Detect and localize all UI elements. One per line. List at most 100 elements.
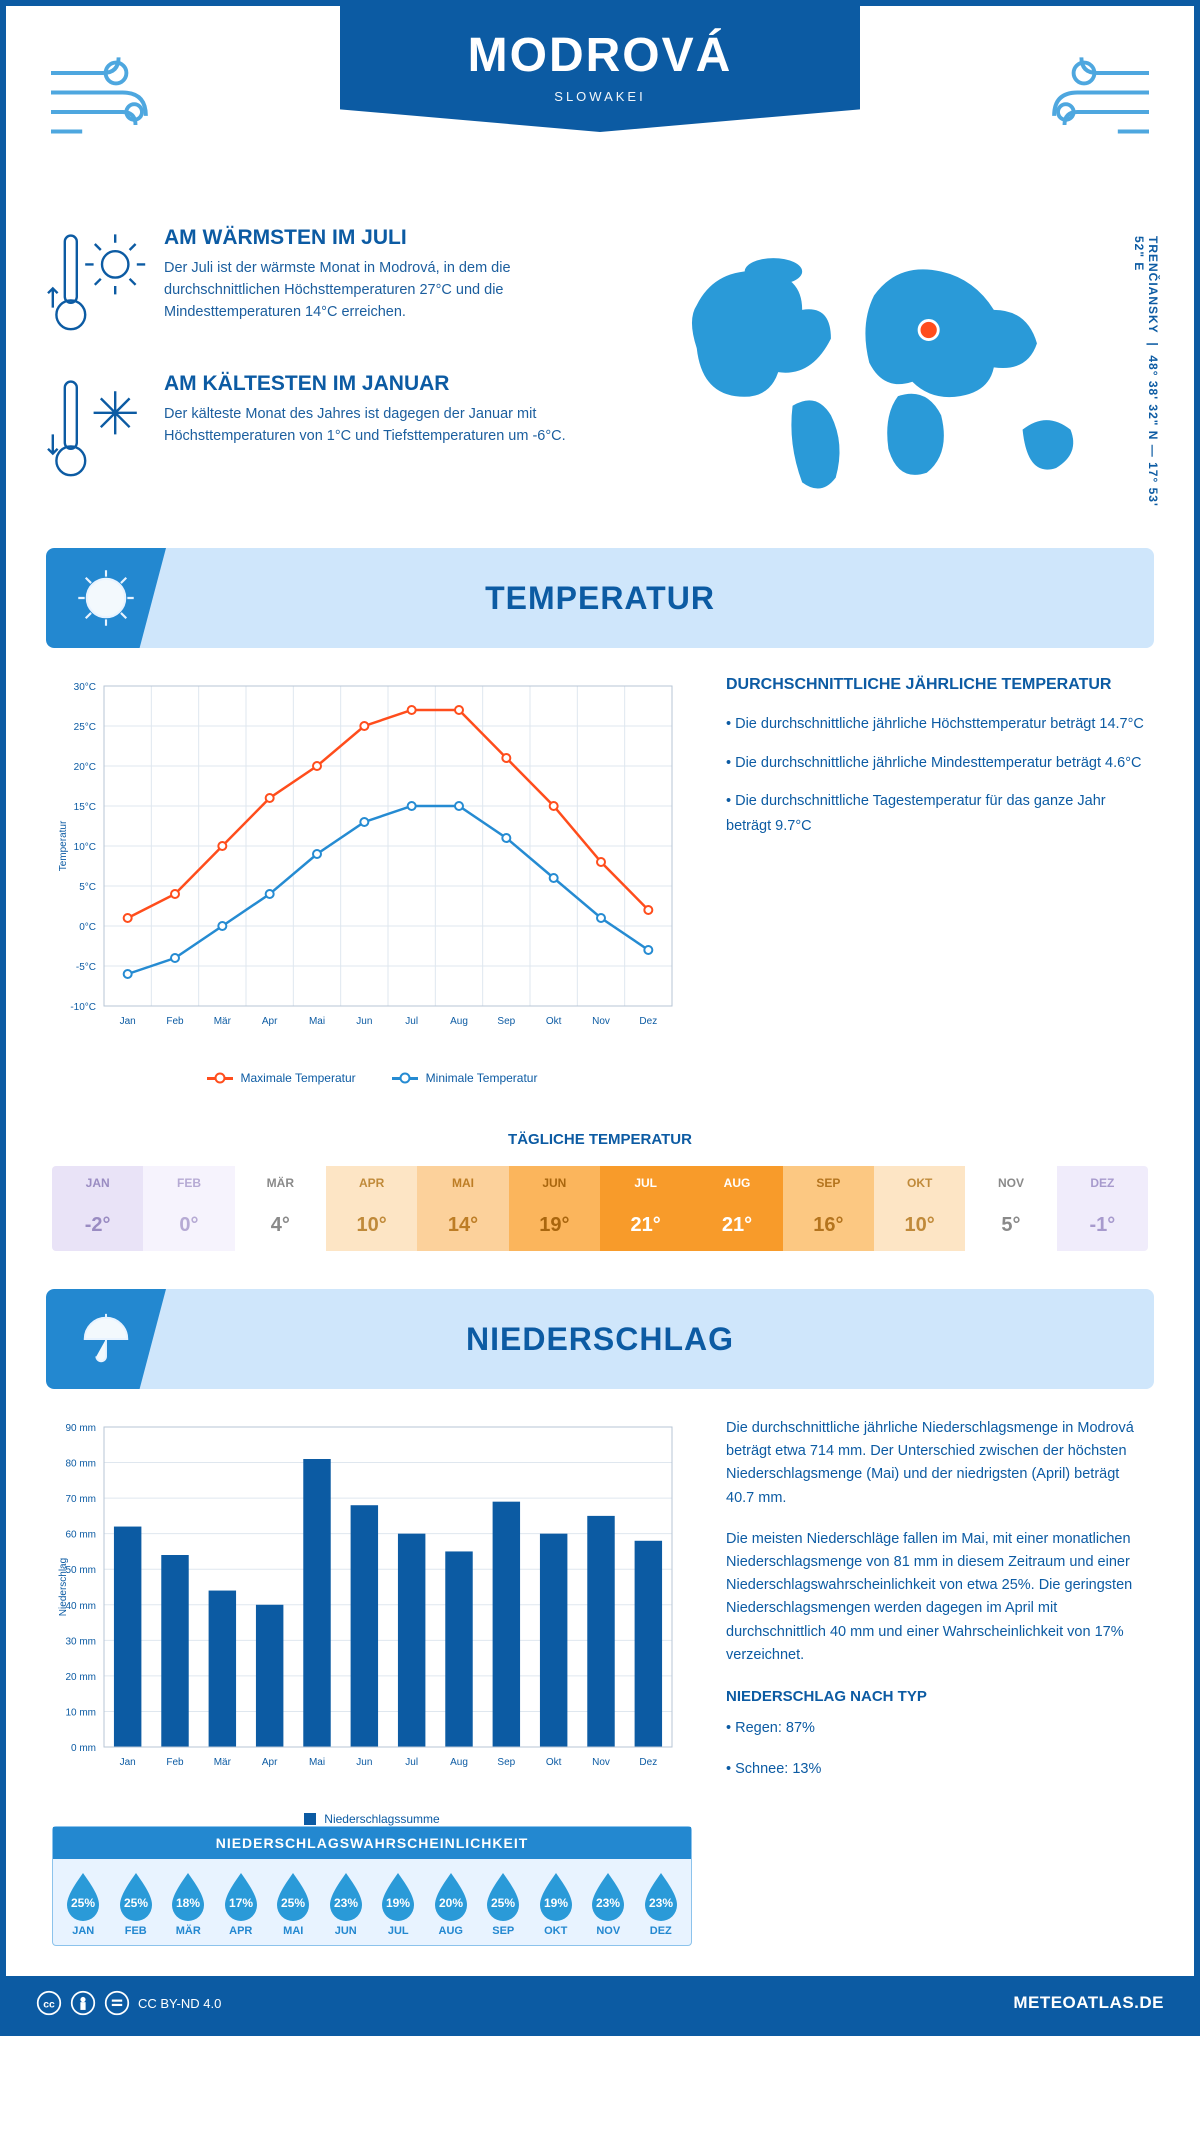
prob-drop: 23% DEZ	[635, 1869, 688, 1937]
svg-text:25%: 25%	[124, 1896, 148, 1910]
page: MODROVÁ SLOWAKEI AM WÄRMSTEN IM JULI	[0, 0, 1200, 2036]
precip-legend: Niederschlagssumme	[52, 1812, 692, 1826]
svg-text:25%: 25%	[491, 1896, 515, 1910]
precip-body: 0 mm10 mm20 mm30 mm40 mm50 mm60 mm70 mm8…	[6, 1417, 1194, 1826]
temperature-summary: DURCHSCHNITTLICHE JÄHRLICHE TEMPERATUR •…	[726, 676, 1148, 1085]
thermometer-snow-icon	[46, 372, 146, 492]
daily-value: 16°	[783, 1200, 874, 1251]
daily-value: 4°	[235, 1200, 326, 1251]
svg-text:18%: 18%	[176, 1896, 200, 1910]
precip-heading: NIEDERSCHLAG	[46, 1289, 1154, 1389]
daily-heading: TÄGLICHE TEMPERATUR	[6, 1131, 1194, 1148]
svg-text:-10°C: -10°C	[70, 1002, 96, 1013]
prob-drop: 19% JUL	[372, 1869, 425, 1937]
cold-block: AM KÄLTESTEN IM JANUAR Der kälteste Mona…	[46, 372, 622, 492]
svg-text:23%: 23%	[334, 1896, 358, 1910]
svg-text:Mai: Mai	[309, 1016, 325, 1027]
svg-text:Sep: Sep	[497, 1757, 515, 1768]
daily-value: -1°	[1057, 1200, 1148, 1251]
svg-text:Sep: Sep	[497, 1016, 515, 1027]
prob-heading: NIEDERSCHLAGSWAHRSCHEINLICHKEIT	[53, 1827, 691, 1859]
intro-text-col: AM WÄRMSTEN IM JULI Der Juli ist der wär…	[46, 226, 622, 518]
city-title: MODROVÁ	[340, 28, 860, 83]
svg-text:Niederschlag: Niederschlag	[58, 1558, 69, 1616]
temperature-heading: TEMPERATUR	[46, 548, 1154, 648]
prob-drop: 17% APR	[215, 1869, 268, 1937]
daily-month: AUG	[691, 1166, 782, 1200]
license-text: CC BY-ND 4.0	[138, 1996, 221, 2011]
daily-month: JUN	[509, 1166, 600, 1200]
svg-text:Dez: Dez	[639, 1016, 657, 1027]
temperature-body: -10°C-5°C0°C5°C10°C15°C20°C25°C30°CJanFe…	[6, 676, 1194, 1115]
svg-text:Feb: Feb	[166, 1016, 184, 1027]
intro-section: AM WÄRMSTEN IM JULI Der Juli ist der wär…	[6, 216, 1194, 548]
precip-p1: Die durchschnittliche jährliche Niedersc…	[726, 1417, 1148, 1510]
daily-value: 21°	[691, 1200, 782, 1251]
svg-text:0 mm: 0 mm	[71, 1743, 96, 1754]
daily-month: JUL	[600, 1166, 691, 1200]
daily-value: 14°	[417, 1200, 508, 1251]
daily-month: DEZ	[1057, 1166, 1148, 1200]
svg-text:Dez: Dez	[639, 1757, 657, 1768]
prob-drop: 18% MÄR	[162, 1869, 215, 1937]
cold-text: Der kälteste Monat des Jahres ist dagege…	[164, 404, 584, 448]
warm-text: Der Juli ist der wärmste Monat in Modrov…	[164, 258, 584, 323]
svg-text:10 mm: 10 mm	[65, 1707, 96, 1718]
nd-icon	[104, 1990, 130, 2016]
map-col: TRENČIANSKY | 48° 38' 32" N — 17° 53' 52…	[642, 226, 1154, 518]
svg-text:50 mm: 50 mm	[65, 1565, 96, 1576]
svg-text:25°C: 25°C	[74, 722, 96, 733]
svg-text:0°C: 0°C	[79, 922, 96, 933]
temp-summary-heading: DURCHSCHNITTLICHE JÄHRLICHE TEMPERATUR	[726, 676, 1148, 694]
temperature-title: TEMPERATUR	[485, 580, 715, 617]
daily-month: JAN	[52, 1166, 143, 1200]
wind-icon	[38, 34, 168, 164]
prob-drop: 19% OKT	[530, 1869, 583, 1937]
license: cc CC BY-ND 4.0	[36, 1990, 221, 2016]
svg-text:30°C: 30°C	[74, 682, 96, 693]
daily-value: 0°	[143, 1200, 234, 1251]
svg-text:Jun: Jun	[356, 1016, 372, 1027]
svg-text:23%: 23%	[596, 1896, 620, 1910]
prob-drop: 25% MAI	[267, 1869, 320, 1937]
location-marker	[919, 320, 938, 339]
precip-rain: • Regen: 87%	[726, 1717, 1148, 1740]
temperature-legend: Maximale Temperatur Minimale Temperatur	[52, 1071, 692, 1085]
temp-bullet: • Die durchschnittliche Tagestemperatur …	[726, 789, 1148, 838]
precip-probability: NIEDERSCHLAGSWAHRSCHEINLICHKEIT 25% JAN …	[52, 1826, 692, 1946]
svg-text:Nov: Nov	[592, 1757, 610, 1768]
temp-bullet: • Die durchschnittliche jährliche Mindes…	[726, 751, 1148, 776]
svg-text:70 mm: 70 mm	[65, 1494, 96, 1505]
footer: cc CC BY-ND 4.0 METEOATLAS.DE	[6, 1976, 1194, 2030]
daily-month: NOV	[965, 1166, 1056, 1200]
daily-month: OKT	[874, 1166, 965, 1200]
svg-text:Okt: Okt	[546, 1016, 562, 1027]
svg-text:Mai: Mai	[309, 1757, 325, 1768]
svg-text:Apr: Apr	[262, 1757, 278, 1768]
svg-text:20 mm: 20 mm	[65, 1672, 96, 1683]
precip-type-heading: NIEDERSCHLAG NACH TYP	[726, 1685, 1148, 1709]
svg-text:Aug: Aug	[450, 1016, 468, 1027]
umbrella-icon	[77, 1310, 135, 1368]
svg-text:Apr: Apr	[262, 1016, 278, 1027]
svg-text:Jul: Jul	[405, 1016, 418, 1027]
svg-text:5°C: 5°C	[79, 882, 96, 893]
daily-month: APR	[326, 1166, 417, 1200]
prob-drop: 25% SEP	[477, 1869, 530, 1937]
svg-text:10°C: 10°C	[74, 842, 96, 853]
svg-text:Nov: Nov	[592, 1016, 610, 1027]
daily-value: 21°	[600, 1200, 691, 1251]
svg-text:20°C: 20°C	[74, 762, 96, 773]
temperature-chart: -10°C-5°C0°C5°C10°C15°C20°C25°C30°CJanFe…	[52, 676, 692, 1085]
daily-month: FEB	[143, 1166, 234, 1200]
svg-text:Okt: Okt	[546, 1757, 562, 1768]
site-name: METEOATLAS.DE	[1013, 1993, 1164, 2013]
svg-text:25%: 25%	[71, 1896, 95, 1910]
world-map	[668, 238, 1128, 506]
svg-text:Mär: Mär	[214, 1016, 232, 1027]
cc-icon: cc	[36, 1990, 62, 2016]
svg-text:80 mm: 80 mm	[65, 1459, 96, 1470]
svg-text:cc: cc	[43, 1999, 55, 2010]
header: MODROVÁ SLOWAKEI	[6, 6, 1194, 216]
daily-value: 5°	[965, 1200, 1056, 1251]
